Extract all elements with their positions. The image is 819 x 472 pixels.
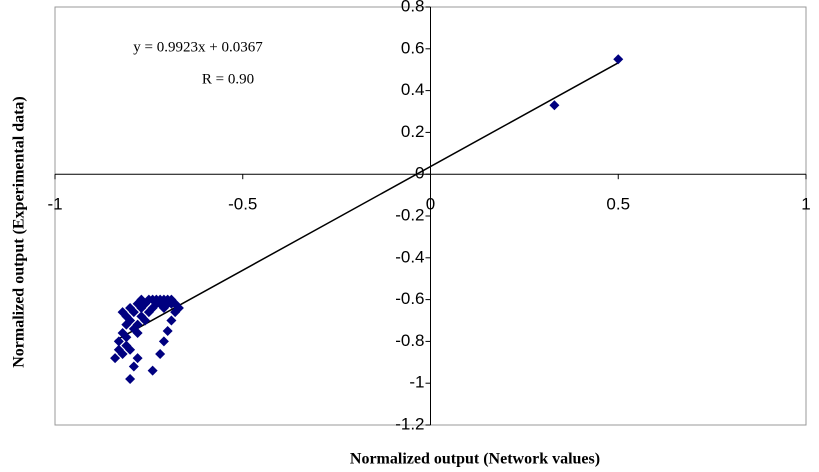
y-tick-label: -0.4 bbox=[395, 247, 424, 266]
point bbox=[121, 311, 132, 322]
point bbox=[121, 332, 132, 343]
y-tick-label: 0.2 bbox=[401, 122, 425, 141]
y-tick-label: -1.2 bbox=[395, 414, 424, 433]
r-value: R = 0.90 bbox=[202, 71, 254, 87]
point bbox=[113, 336, 124, 347]
y-tick-label: 0.8 bbox=[401, 0, 425, 15]
x-tick-label: 1 bbox=[801, 195, 810, 214]
point bbox=[125, 374, 136, 385]
point bbox=[162, 325, 173, 336]
equation: y = 0.9923x + 0.0367 bbox=[133, 39, 263, 55]
x-axis-title: Normalized output (Network values) bbox=[350, 451, 600, 467]
y-axis-title: Normalized output (Experimental data) bbox=[11, 96, 28, 368]
point bbox=[128, 307, 139, 318]
point bbox=[136, 302, 147, 313]
point bbox=[170, 307, 181, 318]
y-tick-label: -0.6 bbox=[395, 289, 424, 308]
trendline bbox=[114, 62, 619, 342]
point bbox=[125, 315, 136, 326]
point bbox=[147, 365, 158, 376]
x-tick-label: 0.5 bbox=[606, 195, 630, 214]
point bbox=[549, 100, 560, 111]
y-tick-label: 0.6 bbox=[401, 38, 425, 57]
point bbox=[128, 361, 139, 372]
point bbox=[613, 54, 624, 65]
y-tick-label: -0.8 bbox=[395, 331, 424, 350]
point bbox=[117, 348, 128, 359]
point bbox=[132, 353, 143, 364]
point bbox=[158, 336, 169, 347]
x-tick-label: -0.5 bbox=[228, 195, 257, 214]
y-tick-label: 0.4 bbox=[401, 80, 425, 99]
point bbox=[110, 353, 121, 364]
point bbox=[155, 348, 166, 359]
point bbox=[125, 344, 136, 355]
x-tick-label: 0 bbox=[426, 195, 435, 214]
y-tick-label: -0.2 bbox=[395, 205, 424, 224]
point bbox=[166, 315, 177, 326]
y-tick-label: -1 bbox=[409, 373, 424, 392]
point bbox=[132, 319, 143, 330]
x-tick-label: -1 bbox=[47, 195, 62, 214]
point bbox=[140, 315, 151, 326]
point bbox=[132, 328, 143, 339]
